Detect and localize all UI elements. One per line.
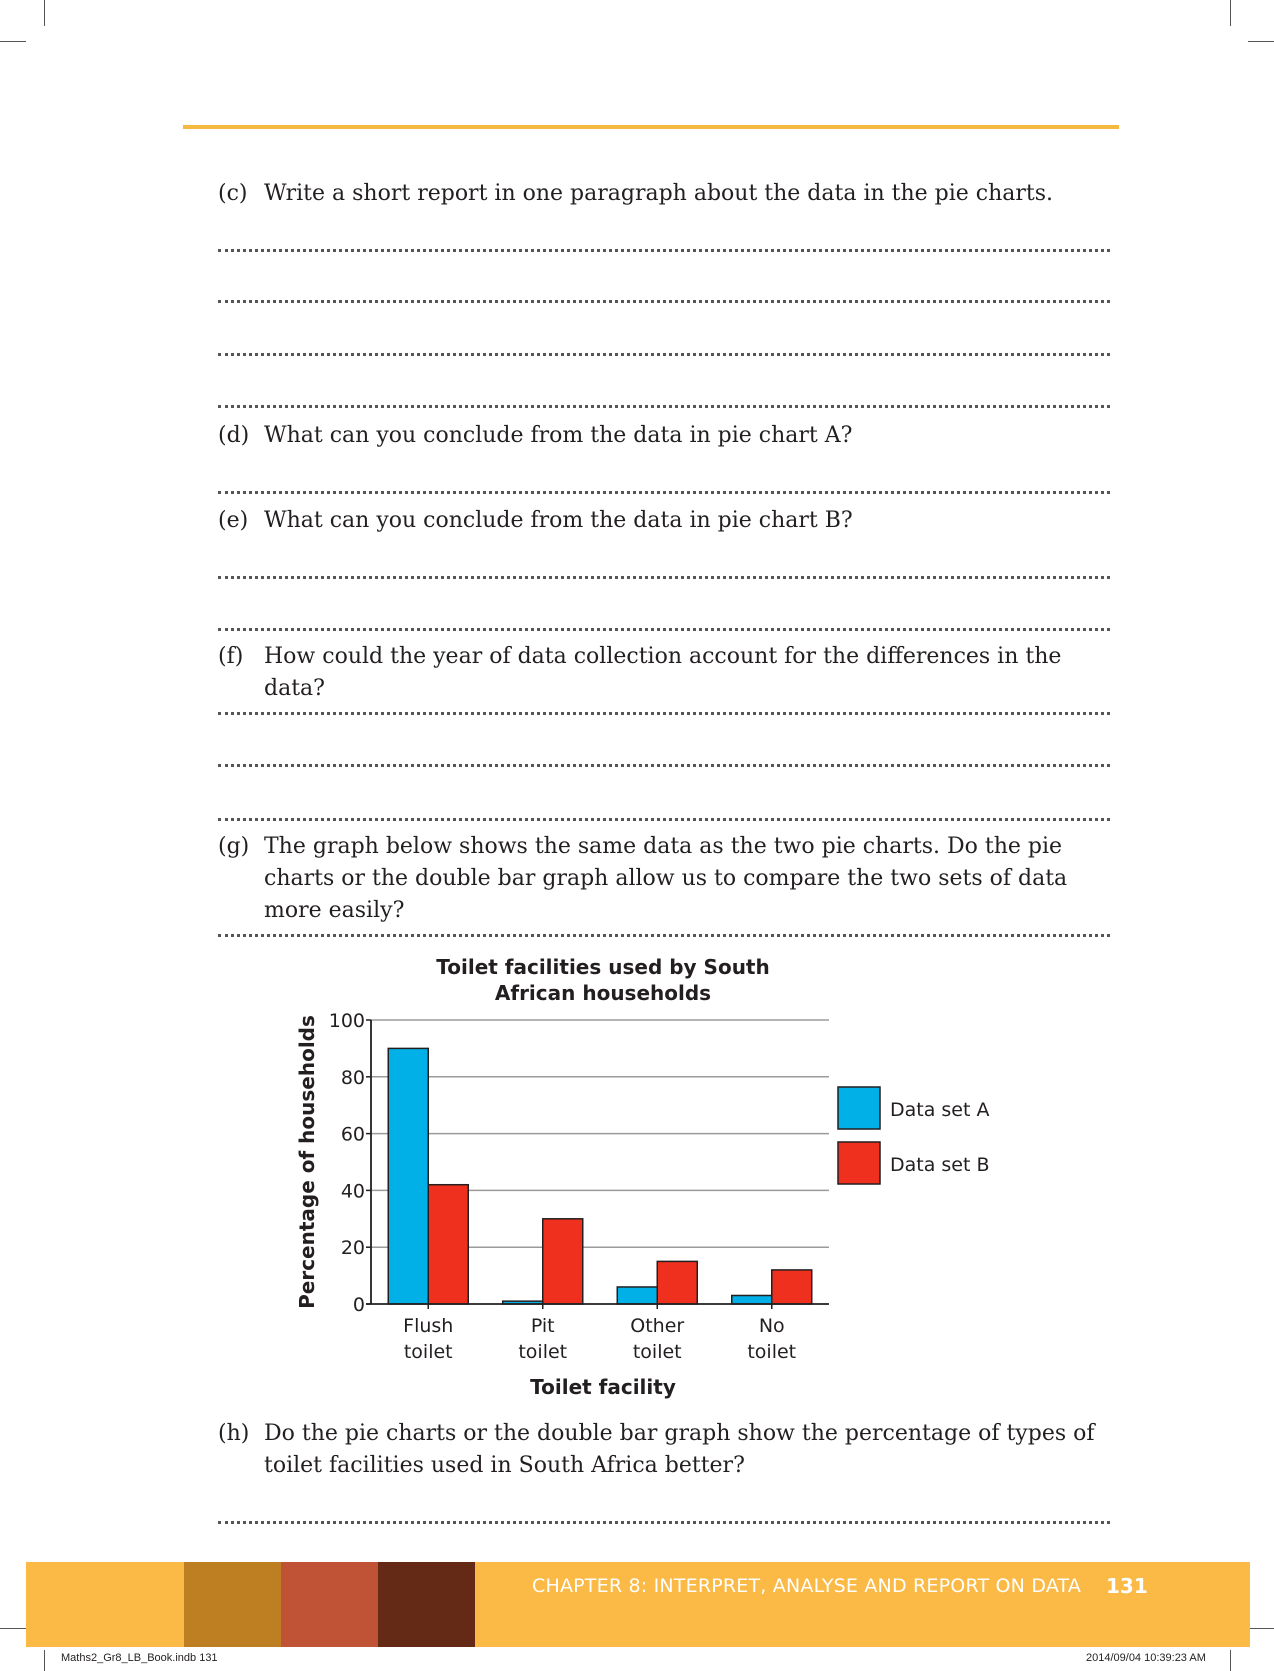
question-label: (c) <box>218 181 248 206</box>
answer-line[interactable] <box>218 576 1110 579</box>
answer-line[interactable] <box>218 1521 1110 1524</box>
crop-mark <box>44 1650 45 1671</box>
crop-mark <box>1230 0 1231 26</box>
x-tick-label: toilet <box>747 1341 796 1363</box>
x-tick-label: Pit <box>531 1315 555 1337</box>
question-label: (d) <box>218 423 250 448</box>
footer-color-block <box>378 1562 475 1647</box>
x-tick-label: Other <box>630 1315 684 1337</box>
y-tick-label: 0 <box>353 1294 365 1316</box>
bar-data-set-b <box>427 1183 469 1305</box>
bar-data-set-b <box>656 1260 698 1305</box>
question-label: (h) <box>218 1421 250 1446</box>
top-rule <box>183 125 1119 129</box>
chapter-footer: CHAPTER 8: INTERPRET, ANALYSE AND REPORT… <box>26 1562 1250 1647</box>
x-tick-label: Flush <box>403 1315 453 1337</box>
slug-filename: Maths2_Gr8_LB_Book.indb 131 <box>61 1652 218 1664</box>
crop-mark <box>1248 1628 1274 1629</box>
legend-swatch <box>837 1141 881 1185</box>
crop-mark <box>0 41 26 42</box>
y-tick-label: 60 <box>341 1124 365 1146</box>
question-text: Write a short report in one paragraph ab… <box>264 181 1054 206</box>
page-number: 131 <box>1106 1574 1148 1598</box>
question-label: (f) <box>218 644 244 669</box>
footer-color-block <box>184 1562 281 1647</box>
footer-color-block <box>281 1562 378 1647</box>
x-axis-label: Toilet facility <box>530 1375 676 1399</box>
question-text: What can you conclude from the data in p… <box>264 423 853 448</box>
chart-title: African households <box>495 981 711 1005</box>
chart-title: Toilet facilities used by South <box>436 955 769 979</box>
x-tick-label: toilet <box>633 1341 682 1363</box>
question-text: What can you conclude from the data in p… <box>264 508 853 533</box>
x-tick-label: No <box>759 1315 785 1337</box>
bar-data-set-a <box>731 1294 773 1305</box>
crop-mark <box>44 0 45 26</box>
crop-mark <box>1248 41 1274 42</box>
question-text: How could the year of data collection ac… <box>264 644 1062 701</box>
answer-line[interactable] <box>218 405 1110 408</box>
y-tick-label: 40 <box>341 1180 365 1202</box>
y-tick-label: 100 <box>329 1010 365 1032</box>
question-label: (e) <box>218 508 249 533</box>
legend-swatch <box>837 1086 881 1130</box>
y-tick-label: 80 <box>341 1067 365 1089</box>
legend-label: Data set A <box>890 1099 989 1121</box>
bar-data-set-b <box>771 1269 813 1305</box>
question-label: (g) <box>218 834 250 859</box>
bar-data-set-a <box>616 1286 658 1305</box>
answer-line[interactable] <box>218 764 1110 767</box>
answer-line[interactable] <box>218 491 1110 494</box>
answer-line[interactable] <box>218 300 1110 303</box>
chapter-title: CHAPTER 8: INTERPRET, ANALYSE AND REPORT… <box>532 1575 1082 1597</box>
crop-mark <box>1230 1650 1231 1671</box>
y-axis-label: Percentage of households <box>295 1015 319 1309</box>
x-tick-label: toilet <box>518 1341 567 1363</box>
answer-line[interactable] <box>218 712 1110 715</box>
legend-label: Data set B <box>890 1154 990 1176</box>
slug-timestamp: 2014/09/04 10:39:23 AM <box>1086 1652 1206 1664</box>
answer-line[interactable] <box>218 353 1110 356</box>
crop-mark <box>0 1628 26 1629</box>
bar-data-set-a <box>387 1047 429 1305</box>
answer-line[interactable] <box>218 249 1110 252</box>
x-tick-label: toilet <box>404 1341 453 1363</box>
question-text: The graph below shows the same data as t… <box>264 834 1068 923</box>
answer-line[interactable] <box>218 818 1110 821</box>
bar-data-set-b <box>542 1218 584 1305</box>
answer-line[interactable] <box>218 628 1110 631</box>
answer-line[interactable] <box>218 934 1110 937</box>
question-text: Do the pie charts or the double bar grap… <box>264 1421 1095 1478</box>
y-tick-label: 20 <box>341 1237 365 1259</box>
